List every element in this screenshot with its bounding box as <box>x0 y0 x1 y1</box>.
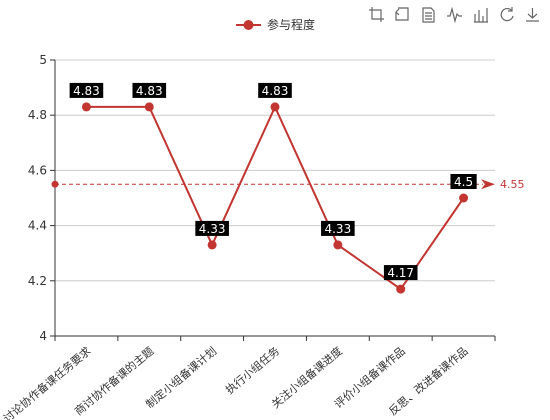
crop-icon[interactable] <box>369 7 384 22</box>
y-tick-label: 4.2 <box>28 274 47 288</box>
download-icon[interactable] <box>526 8 539 22</box>
data-label-bg <box>321 220 355 236</box>
toolbox <box>369 6 539 24</box>
data-label-text: 4.33 <box>199 222 226 236</box>
undo-crop-icon[interactable] <box>395 7 409 21</box>
x-tick-label: 执行小组任务 <box>223 344 283 397</box>
data-view-icon-path <box>422 7 435 23</box>
axes: 44.24.44.64.85讨论协作备课任务要求商讨协作备课的主题制定小组备课计… <box>0 53 496 420</box>
average-arrow <box>481 179 495 190</box>
data-labels: 4.83 4.83 4.33 4.83 4.33 4.17 4.5 <box>69 82 477 281</box>
download-icon-path <box>526 8 539 22</box>
data-view-icon[interactable] <box>422 7 435 23</box>
legend-label[interactable]: 参与程度 <box>267 17 315 32</box>
y-tick-label: 4.8 <box>28 108 47 122</box>
restore-icon[interactable] <box>500 7 514 22</box>
data-label-text: 4.83 <box>136 84 163 98</box>
data-label-bg <box>195 220 229 236</box>
data-point[interactable] <box>144 102 154 112</box>
data-point[interactable] <box>270 102 280 112</box>
series-polyline <box>86 104 465 291</box>
data-point[interactable] <box>207 240 217 250</box>
grid-lines <box>55 59 495 282</box>
data-label-text: 4.5 <box>454 175 473 189</box>
data-label: 4.83 <box>258 82 292 98</box>
undo-crop-icon-path <box>395 7 409 21</box>
average-label: 4.55 <box>500 178 525 191</box>
data-label: 4.83 <box>132 82 167 98</box>
data-point[interactable] <box>333 240 343 250</box>
series-line <box>81 102 469 294</box>
data-label-text: 4.33 <box>324 222 351 236</box>
data-label: 4.33 <box>195 220 229 236</box>
data-label-text: 4.83 <box>73 84 100 98</box>
data-label-bg <box>132 82 167 98</box>
data-label: 4.83 <box>69 82 104 98</box>
data-label: 4.17 <box>383 265 418 281</box>
data-label-bg <box>69 82 104 98</box>
bar-chart-icon[interactable] <box>474 8 488 23</box>
line-chart-icon[interactable] <box>447 6 462 24</box>
data-point[interactable] <box>459 193 469 203</box>
y-tick-label: 4.4 <box>28 219 47 233</box>
legend-marker-icon <box>243 20 254 30</box>
data-point[interactable] <box>81 102 91 112</box>
data-label: 4.5 <box>450 174 477 189</box>
y-tick-label: 4.6 <box>28 163 47 177</box>
data-label-bg <box>383 265 418 281</box>
bar-chart-icon-path <box>474 8 488 23</box>
y-tick-label: 4 <box>39 329 47 343</box>
data-label: 4.33 <box>321 220 355 236</box>
average-mark-line: 4.55 <box>51 178 525 191</box>
data-label-bg <box>450 174 477 189</box>
restore-icon-path <box>500 7 514 22</box>
data-label-text: 4.83 <box>262 84 289 98</box>
data-point[interactable] <box>396 284 406 294</box>
data-label-text: 4.17 <box>387 266 414 280</box>
legend[interactable]: 参与程度 <box>236 17 315 32</box>
line-chart-icon-path <box>447 6 462 24</box>
crop-icon-path <box>369 7 384 22</box>
y-tick-label: 5 <box>39 53 47 67</box>
data-label-bg <box>258 82 292 98</box>
